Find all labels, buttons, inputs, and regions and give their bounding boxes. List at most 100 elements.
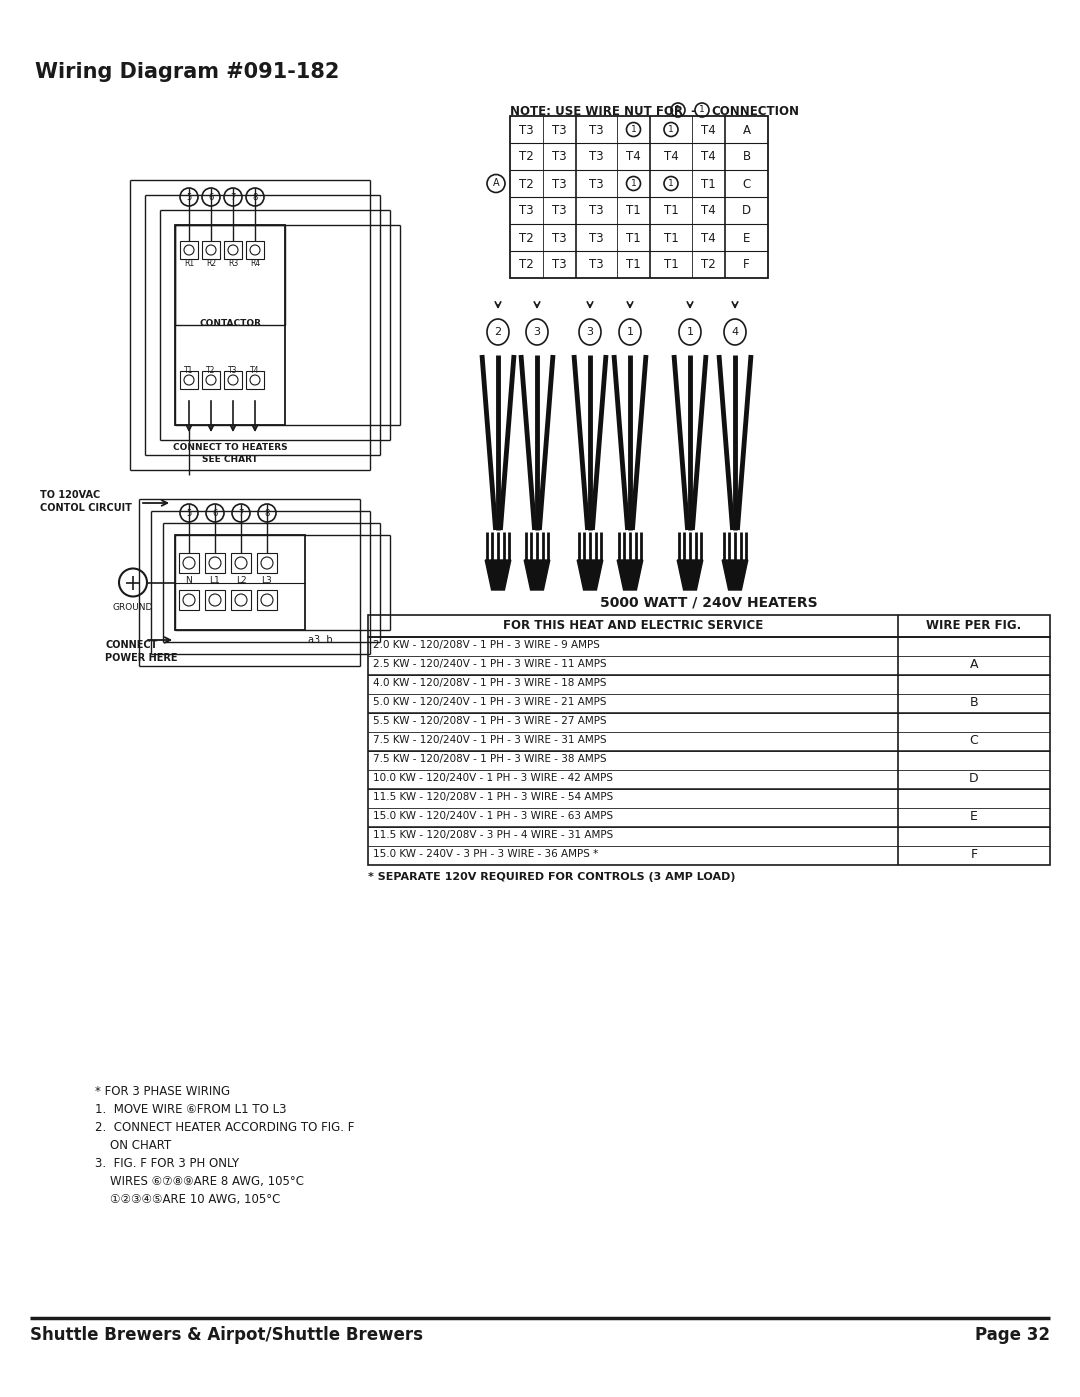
Bar	[224, 372, 242, 388]
Bar	[510, 116, 768, 278]
Text: 5: 5	[187, 509, 191, 517]
Ellipse shape	[210, 557, 221, 569]
Text: R2: R2	[206, 258, 216, 268]
Text: 1: 1	[626, 327, 634, 337]
Text: 15.0 KW - 120/240V - 1 PH - 3 WIRE - 63 AMPS: 15.0 KW - 120/240V - 1 PH - 3 WIRE - 63 …	[373, 812, 613, 821]
Bar	[231, 553, 251, 573]
Text: POWER HERE: POWER HERE	[105, 652, 177, 664]
Bar	[368, 615, 1050, 637]
Polygon shape	[723, 560, 747, 590]
Ellipse shape	[246, 189, 264, 205]
Text: 7: 7	[230, 193, 235, 201]
Text: T3: T3	[590, 123, 604, 137]
Bar	[674, 525, 706, 536]
Text: WIRES ⑥⑦⑧⑨ARE 8 AWG, 105°C: WIRES ⑥⑦⑧⑨ARE 8 AWG, 105°C	[95, 1175, 303, 1187]
Ellipse shape	[664, 176, 678, 190]
Ellipse shape	[206, 244, 216, 256]
Bar	[615, 525, 646, 536]
Text: T3: T3	[590, 232, 604, 244]
Bar	[231, 590, 251, 610]
Ellipse shape	[180, 504, 198, 522]
Text: * FOR 3 PHASE WIRING: * FOR 3 PHASE WIRING	[95, 1085, 230, 1098]
Text: 1: 1	[669, 124, 674, 134]
Text: 5.5 KW - 120/208V - 1 PH - 3 WIRE - 27 AMPS: 5.5 KW - 120/208V - 1 PH - 3 WIRE - 27 A…	[373, 717, 607, 726]
Ellipse shape	[224, 189, 242, 205]
Bar	[175, 225, 285, 425]
Ellipse shape	[261, 557, 273, 569]
Text: C: C	[970, 733, 978, 747]
Text: T3: T3	[552, 232, 567, 244]
Ellipse shape	[249, 244, 260, 256]
Bar	[175, 535, 305, 630]
Polygon shape	[485, 560, 511, 590]
Text: T1: T1	[185, 366, 193, 374]
Text: 11.5 KW - 120/208V - 3 PH - 4 WIRE - 31 AMPS: 11.5 KW - 120/208V - 3 PH - 4 WIRE - 31 …	[373, 830, 613, 840]
Ellipse shape	[696, 103, 708, 117]
Text: GROUND: GROUND	[112, 602, 153, 612]
Text: 1: 1	[687, 327, 693, 337]
Text: T3: T3	[519, 204, 534, 218]
Bar	[719, 525, 751, 536]
Text: L3: L3	[261, 576, 272, 585]
Text: 8: 8	[253, 193, 258, 201]
Text: CONTACTOR: CONTACTOR	[199, 319, 261, 328]
Text: A: A	[492, 179, 499, 189]
Ellipse shape	[228, 244, 238, 256]
Text: -: -	[687, 105, 700, 117]
Ellipse shape	[671, 103, 685, 117]
Bar	[205, 590, 225, 610]
Ellipse shape	[626, 123, 640, 137]
Text: T1: T1	[626, 204, 640, 218]
Ellipse shape	[579, 319, 600, 345]
Ellipse shape	[210, 594, 221, 606]
Ellipse shape	[232, 504, 249, 522]
Text: a3  b: a3 b	[308, 636, 333, 645]
Text: T4: T4	[663, 151, 678, 163]
Ellipse shape	[206, 374, 216, 386]
Text: T3: T3	[552, 151, 567, 163]
Text: TO 120VAC: TO 120VAC	[40, 490, 100, 500]
Text: F: F	[743, 258, 750, 271]
Ellipse shape	[249, 374, 260, 386]
Text: NOTE: USE WIRE NUT FOR: NOTE: USE WIRE NUT FOR	[510, 105, 687, 117]
Polygon shape	[617, 560, 643, 590]
Text: 2: 2	[495, 327, 501, 337]
Bar	[179, 590, 199, 610]
Text: T4: T4	[251, 366, 260, 374]
Text: 4: 4	[731, 327, 739, 337]
Text: 1: 1	[699, 106, 705, 115]
Text: 5.0 KW - 120/240V - 1 PH - 3 WIRE - 21 AMPS: 5.0 KW - 120/240V - 1 PH - 3 WIRE - 21 A…	[373, 697, 607, 707]
Text: R1: R1	[184, 258, 194, 268]
Ellipse shape	[261, 594, 273, 606]
Text: E: E	[743, 232, 751, 244]
Text: T2: T2	[519, 258, 534, 271]
Bar	[482, 525, 514, 536]
Ellipse shape	[180, 189, 198, 205]
Bar	[179, 553, 199, 573]
Ellipse shape	[487, 175, 505, 193]
Ellipse shape	[183, 594, 195, 606]
Text: T4: T4	[701, 123, 716, 137]
Text: D: D	[969, 773, 978, 785]
Text: CONNECT: CONNECT	[105, 640, 158, 650]
Text: 4.0 KW - 120/208V - 1 PH - 3 WIRE - 18 AMPS: 4.0 KW - 120/208V - 1 PH - 3 WIRE - 18 A…	[373, 678, 607, 687]
Bar	[573, 525, 606, 536]
Text: C: C	[742, 177, 751, 190]
Text: T2: T2	[206, 366, 216, 374]
Text: T3: T3	[552, 123, 567, 137]
Ellipse shape	[183, 557, 195, 569]
Text: 7: 7	[239, 509, 244, 517]
Text: T1: T1	[663, 258, 678, 271]
Ellipse shape	[184, 374, 194, 386]
Text: FOR THIS HEAT AND ELECTRIC SERVICE: FOR THIS HEAT AND ELECTRIC SERVICE	[503, 619, 764, 631]
Text: 5000 WATT / 240V HEATERS: 5000 WATT / 240V HEATERS	[600, 595, 818, 609]
Ellipse shape	[526, 319, 548, 345]
Ellipse shape	[119, 569, 147, 597]
Text: N: N	[186, 576, 192, 585]
Bar	[257, 553, 276, 573]
Text: 7.5 KW - 120/208V - 1 PH - 3 WIRE - 38 AMPS: 7.5 KW - 120/208V - 1 PH - 3 WIRE - 38 A…	[373, 754, 607, 764]
Bar	[175, 225, 285, 326]
Text: F: F	[971, 848, 977, 861]
Text: 5: 5	[187, 193, 191, 201]
Bar	[246, 372, 264, 388]
